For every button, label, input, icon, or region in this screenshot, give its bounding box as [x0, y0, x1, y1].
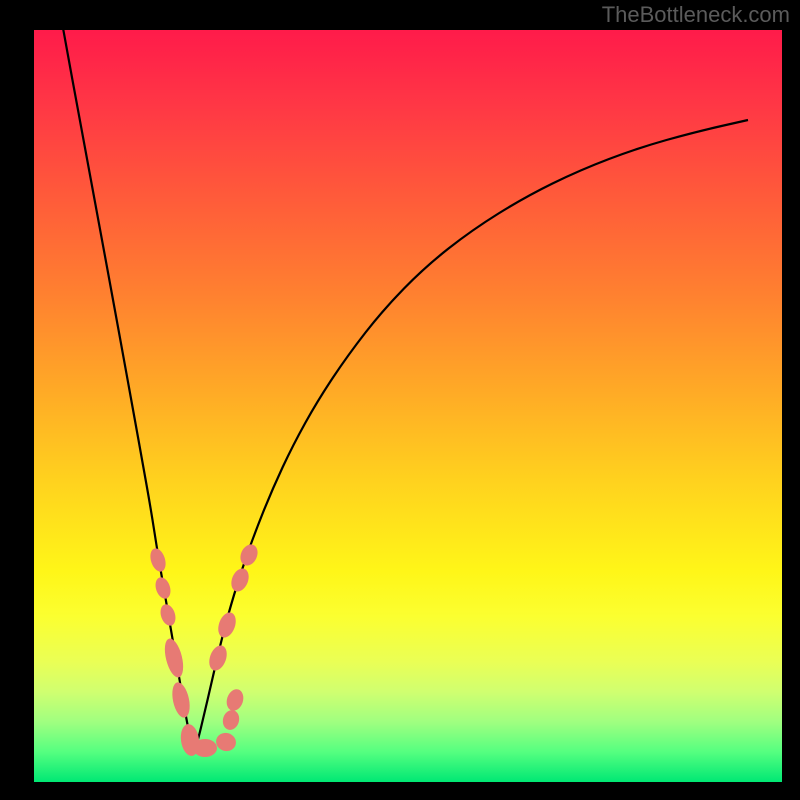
- gradient-background: [34, 30, 782, 782]
- plot-area: [34, 30, 782, 782]
- watermark-label: TheBottleneck.com: [602, 2, 790, 28]
